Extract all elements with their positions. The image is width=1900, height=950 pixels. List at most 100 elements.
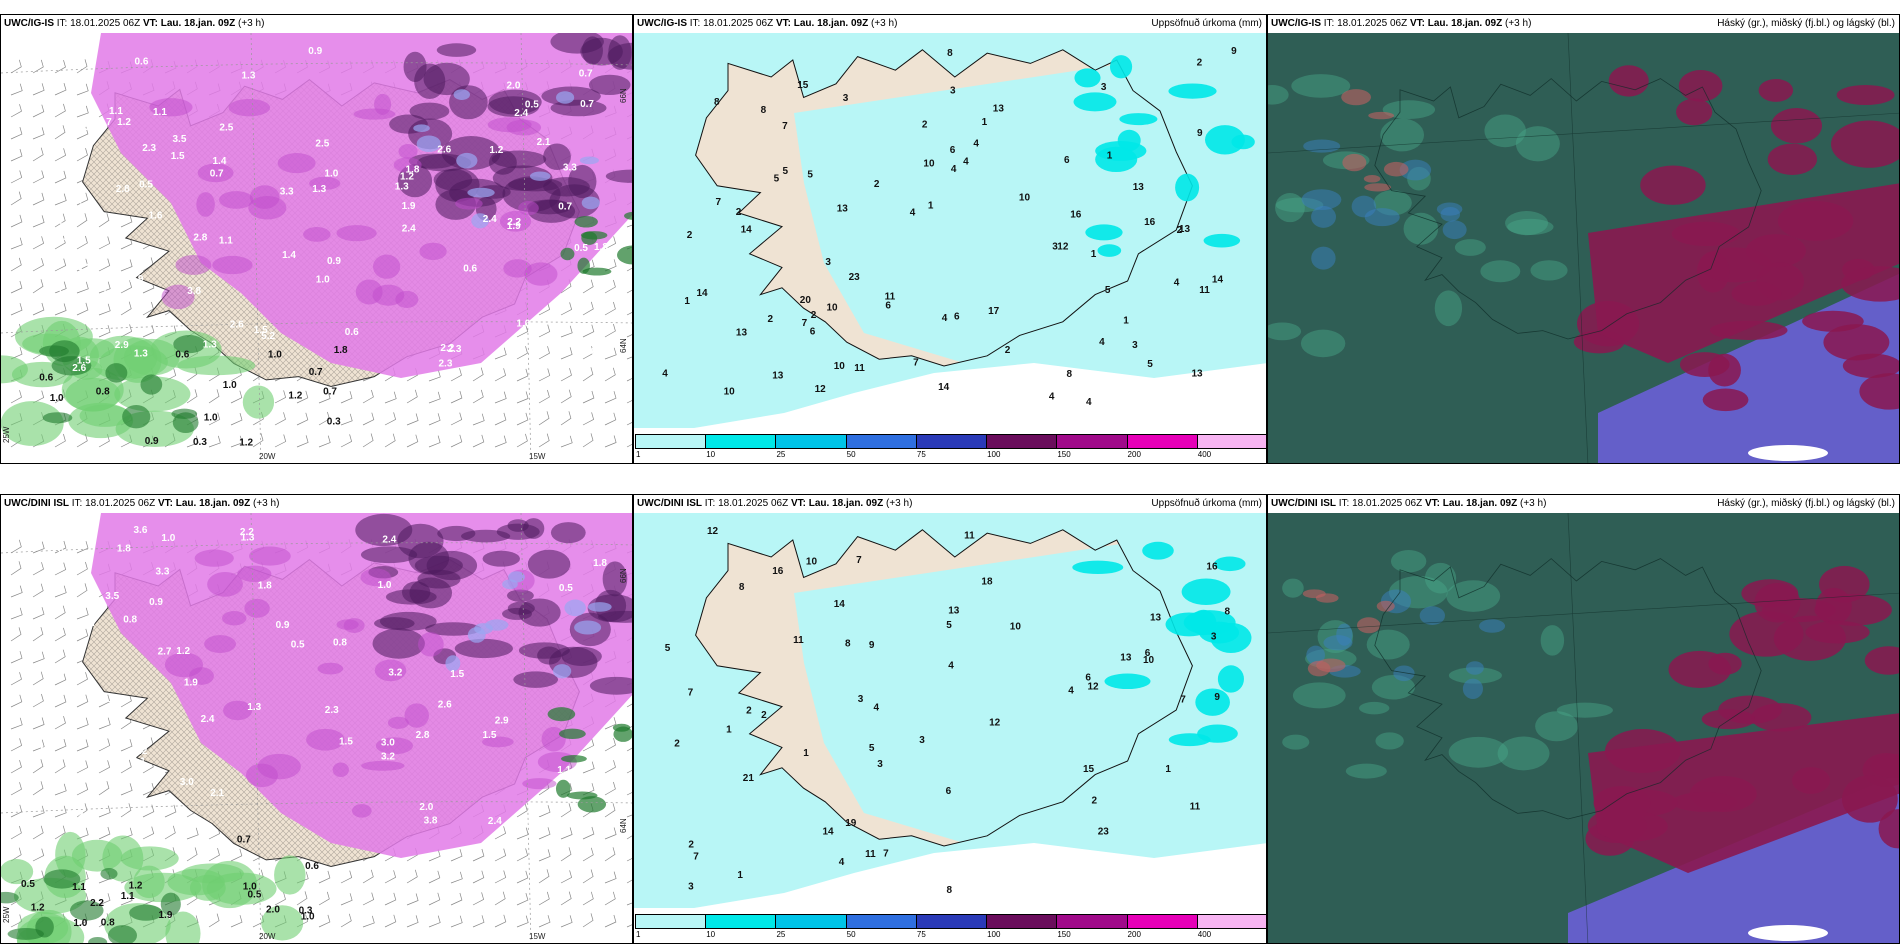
precip-value: 13 (1150, 612, 1162, 623)
snow-value: 2.7 (83, 618, 97, 629)
rain-value: 1.1 (72, 882, 86, 893)
precip-value: 4 (1099, 337, 1105, 348)
snow-value: 3.2 (388, 668, 402, 679)
precip-colorbar: 1 10 25 50 75 100 150 200 400 (634, 433, 1266, 463)
rain-value: 1.0 (223, 380, 237, 391)
snow-value: 2.6 (437, 145, 451, 156)
precip-value: 10 (834, 361, 846, 372)
precip-value: 6 (950, 145, 956, 156)
snow-value: 1.1 (557, 765, 571, 776)
snow-value: 5.2 (261, 331, 275, 342)
snow-value: 0.6 (182, 815, 196, 826)
rain-value: 1.0 (301, 912, 315, 923)
mixed-cloud-layer (1282, 550, 1613, 779)
colorbar-tick: 10 (706, 930, 716, 939)
precip-value: 7 (688, 688, 694, 699)
snow-value: 0.9 (149, 597, 163, 608)
snow-value: 0.7 (210, 169, 224, 180)
colorbar-tick: 100 (987, 930, 1001, 939)
colorbar-swatch (1196, 914, 1266, 929)
cloud-map (1268, 513, 1899, 943)
snow-value: 0.5 (291, 640, 305, 651)
panel-header: UWC/DINI ISL IT: 18.01.2025 06Z VT: Lau.… (1, 495, 632, 513)
precip-value: 23 (1098, 827, 1110, 838)
grid-lines (1268, 513, 1899, 943)
precip-value: 16 (772, 566, 784, 577)
precip-value: 3 (1052, 242, 1058, 253)
coastline (1374, 558, 1762, 820)
precip-value: 8 (1067, 369, 1073, 380)
precip-heavy-area (1181, 578, 1231, 606)
precip-value: 14 (741, 225, 753, 236)
rain-value: 1.0 (204, 412, 218, 423)
snow-value: 1.8 (258, 581, 272, 592)
precip-value: 20 (800, 295, 812, 306)
precip-value: 4 (973, 138, 979, 149)
snow-value: 2.0 (419, 802, 433, 813)
precip-value: 4 (942, 313, 948, 324)
precip-value: 1 (982, 117, 988, 128)
colorbar-swatch (705, 434, 777, 449)
panel-header: UWC/DINI ISL IT: 18.01.2025 06Z VT: Lau.… (634, 495, 1266, 513)
precip-value: 2 (1177, 225, 1183, 236)
precip-value: 14 (823, 827, 835, 838)
precip-value: 1 (1107, 151, 1113, 162)
snow-value: 1.8 (117, 544, 131, 555)
lead-time: (+3 h) (253, 498, 280, 509)
precip-value: 6 (1064, 155, 1070, 166)
snow-field (91, 33, 632, 378)
init-time: 18.01.2025 06Z (703, 18, 774, 29)
colorbar-swatch (1126, 914, 1198, 929)
precip-over-land (794, 533, 1234, 843)
snow-value: 0.7 (579, 69, 593, 80)
snow-value: 0.5 (559, 583, 573, 594)
snow-value: 3.3 (563, 163, 577, 174)
snow-value: 0.8 (333, 637, 347, 648)
model-name: UWC/DINI ISL (1271, 498, 1336, 509)
precip-value: 7 (856, 555, 862, 566)
panel-title: Háský (gr.), miðský (fj.bl.) og lágský (… (1717, 498, 1895, 509)
precip-value: 4 (910, 208, 916, 219)
snow-value: 2.1 (537, 137, 551, 148)
snow-value: 2.9 (495, 716, 509, 727)
precip-value: 2 (761, 710, 767, 721)
snow-value: 1.1 (70, 251, 84, 262)
snow-value: 1.1 (109, 106, 123, 117)
precip-value: 12 (815, 384, 827, 395)
precip-value: 2 (736, 207, 742, 218)
precip-value: 11 (885, 292, 896, 303)
precip-value: 3 (1101, 82, 1107, 93)
precip-heavy-area (1074, 68, 1101, 88)
precip-value: 10 (806, 557, 818, 568)
panel-header: UWC/DINI ISL IT: 18.01.2025 06Z VT: Lau.… (1268, 495, 1899, 513)
snow-value: 1.0 (516, 318, 530, 329)
snow-value: 1.2 (117, 117, 131, 128)
colorbar-tick: 150 (1057, 930, 1071, 939)
init-time: 18.01.2025 06Z (1352, 498, 1423, 509)
rain-value: 0.3 (327, 417, 341, 428)
snow-value: 2.4 (514, 108, 528, 119)
precip-value: 6 (1145, 648, 1151, 659)
snow-value: 2.3 (142, 143, 156, 154)
it-label: IT: (71, 498, 83, 509)
precip-value: 4 (874, 703, 880, 714)
snow-value: 1.0 (55, 94, 69, 105)
precip-value: 7 (1180, 694, 1186, 705)
precip-value: 12 (707, 526, 719, 537)
precip-heavy-area (1072, 560, 1124, 575)
colorbar-swatch (775, 914, 847, 929)
precip-value: 15 (797, 80, 809, 91)
snow-value: 1.4 (68, 196, 82, 207)
snow-value: 1.5 (450, 669, 464, 680)
precip-heavy-area (1142, 541, 1174, 560)
snow-value: 1.8 (593, 558, 607, 569)
snow-value: 2.6 (438, 699, 452, 710)
snow-value: 1.8 (594, 242, 608, 253)
snow-value: 3.7 (98, 117, 112, 128)
snow-value: 2.4 (201, 714, 215, 725)
mid-cloud-layer (1573, 65, 1899, 412)
snow-value: 2.8 (416, 730, 430, 741)
precip-value: 19 (845, 818, 857, 829)
snow-value: 2.2 (240, 527, 254, 538)
precip-value: 8 (947, 48, 953, 59)
